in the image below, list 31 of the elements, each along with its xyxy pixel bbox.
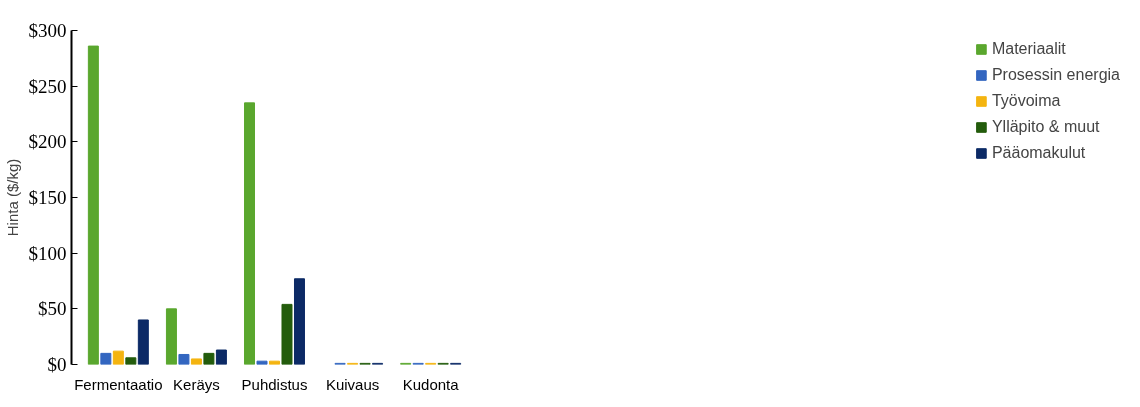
bar — [190, 358, 202, 365]
legend-label: Prosessin energia — [991, 66, 1120, 84]
bar — [203, 352, 215, 365]
bar — [87, 45, 99, 365]
y-tick-label: $0 — [47, 354, 67, 375]
bar — [125, 357, 137, 365]
legend-label: Pääomakulut — [991, 144, 1086, 162]
y-tick-label: $300 — [28, 20, 67, 41]
y-axis-title: Hinta ($/kg) — [3, 158, 21, 237]
bar — [137, 319, 149, 365]
x-tick-label: Puhdistus — [241, 375, 308, 393]
bar — [281, 303, 293, 365]
x-tick-label: Kudonta — [402, 375, 460, 393]
y-tick-label: $200 — [28, 131, 67, 153]
y-tick-label: $250 — [28, 75, 67, 97]
bar — [165, 308, 177, 365]
y-tick-label: $100 — [28, 242, 67, 264]
bar — [100, 352, 112, 365]
bar — [112, 350, 124, 365]
x-tick-label: Fermentaatio — [74, 375, 163, 393]
bar — [244, 102, 256, 365]
legend-label: Työvoima — [991, 92, 1061, 110]
legend-label: Ylläpito & muut — [991, 118, 1100, 136]
x-tick-label: Kuivaus — [325, 375, 380, 393]
bar — [293, 278, 305, 365]
bar — [215, 349, 227, 365]
x-tick-label: Keräys — [173, 375, 220, 393]
bar — [178, 353, 190, 365]
y-tick-label: $150 — [28, 187, 67, 208]
y-tick-label: $50 — [38, 298, 67, 320]
legend-label: Materiaalit — [991, 40, 1066, 58]
